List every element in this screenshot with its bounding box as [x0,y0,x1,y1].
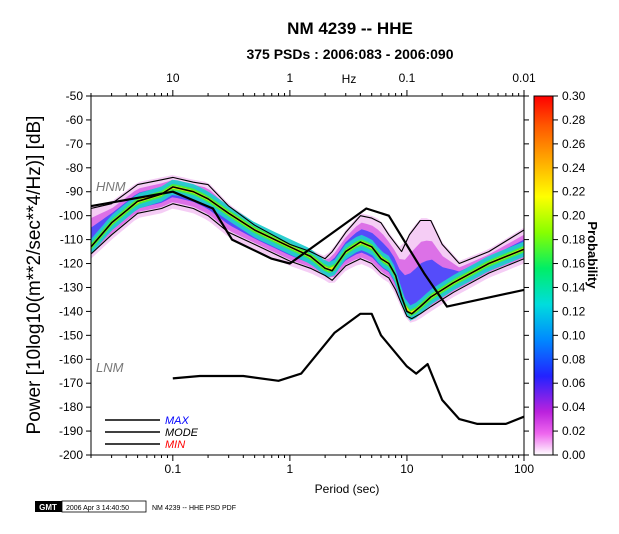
timestamp-box [61,500,147,513]
x-tick-label: 10 [400,462,414,476]
colorbar-tick-label: 0.12 [562,304,586,318]
colorbar-tick-label: 0.26 [562,137,586,151]
legend-mode-label: MODE [165,427,199,439]
colorbar-tick-label: 0.22 [562,185,586,199]
colorbar-ticks: 0.30 0.28 0.26 0.24 0.22 0.20 0.18 0.16 0.14 0.12… [553,89,586,462]
curves-layer [91,176,524,425]
x-top-tick-label: 0.1 [399,71,416,85]
y-tick-label: -170 [59,376,83,390]
gmt-logo-text: GMT [39,503,57,512]
x-top-tick-label: 0.01 [512,71,536,85]
y-tick-label: -130 [59,280,83,294]
y-tick-label: -120 [59,257,83,271]
colorbar-tick-label: 0.30 [562,89,586,103]
footer: GMT 2006 Apr 3 14:40:50 NM 4239 -- HHE P… [35,500,236,513]
y-axis-label: Power [10log10(m**2/sec**4/Hz)] [dB] [24,116,45,435]
y-tick-label: -60 [66,113,84,127]
colorbar-tick-label: 0.24 [562,161,586,175]
mode-series-line [91,186,524,315]
x-tick-label: 1 [287,462,294,476]
axes: -50 -60 -70 -80 -90 -100 -110 -120 -130 -140 -150 -… [59,71,536,476]
max-series-line [91,176,524,265]
chart-title: NM 4239 -- HHE [287,19,413,38]
x-top-tick-label: 10 [166,71,180,85]
y-tick-label: -150 [59,328,83,342]
y-tick-label: -140 [59,304,83,318]
hnm-noise-model-line [91,190,524,308]
colorbar-tick-label: 0.16 [562,257,586,271]
gmt-logo [35,501,62,512]
lnm-label: LNM [96,360,124,375]
colorbar [533,95,554,456]
y-tick-label: -200 [59,448,83,462]
lnm-noise-model-line [172,312,524,425]
colorbar-tick-label: 0.08 [562,352,586,366]
colorbar-tick-label: 0.02 [562,424,586,438]
x-tick-label: 100 [514,462,534,476]
colorbar-tick-label: 0.28 [562,113,586,127]
colorbar-tick-label: 0.20 [562,209,586,223]
colorbar-tick-label: 0.00 [562,448,586,462]
footer-timestamp: 2006 Apr 3 14:40:50 [66,505,129,512]
density-band-blue [91,182,524,316]
y-tick-label: -90 [66,185,84,199]
x-top-tick-label: 1 [287,71,294,85]
footer-caption: NM 4239 -- HHE PSD PDF [152,505,236,512]
y-tick-label: -110 [60,233,83,247]
min-series-line [91,203,524,320]
y-tick-label: -160 [59,352,83,366]
y-tick-label: -190 [59,424,83,438]
colorbar-tick-label: 0.04 [562,400,586,414]
legend-min-label: MIN [165,439,185,451]
legend-max-label: MAX [165,415,190,427]
x-top-axis-label: Hz [342,72,357,86]
y-tick-label: -70 [66,137,84,151]
colorbar-label: Probability [585,221,600,289]
y-tick-label: -180 [59,400,83,414]
colorbar-tick-label: 0.10 [562,328,586,342]
legend: MAX MODE MIN [105,415,199,451]
hnm-label: HNM [96,179,126,194]
y-tick-label: -100 [59,209,83,223]
y-tick-label: -50 [66,89,84,103]
plot-frame [90,95,525,456]
chart-subtitle: 375 PSDs : 2006:083 - 2006:090 [246,46,453,62]
x-tick-label: 0.1 [164,462,181,476]
colorbar-tick-label: 0.14 [562,280,586,294]
colorbar-tick-label: 0.06 [562,376,586,390]
colorbar-tick-label: 0.18 [562,233,586,247]
x-axis-label: Period (sec) [315,482,380,496]
y-tick-label: -80 [66,161,84,175]
